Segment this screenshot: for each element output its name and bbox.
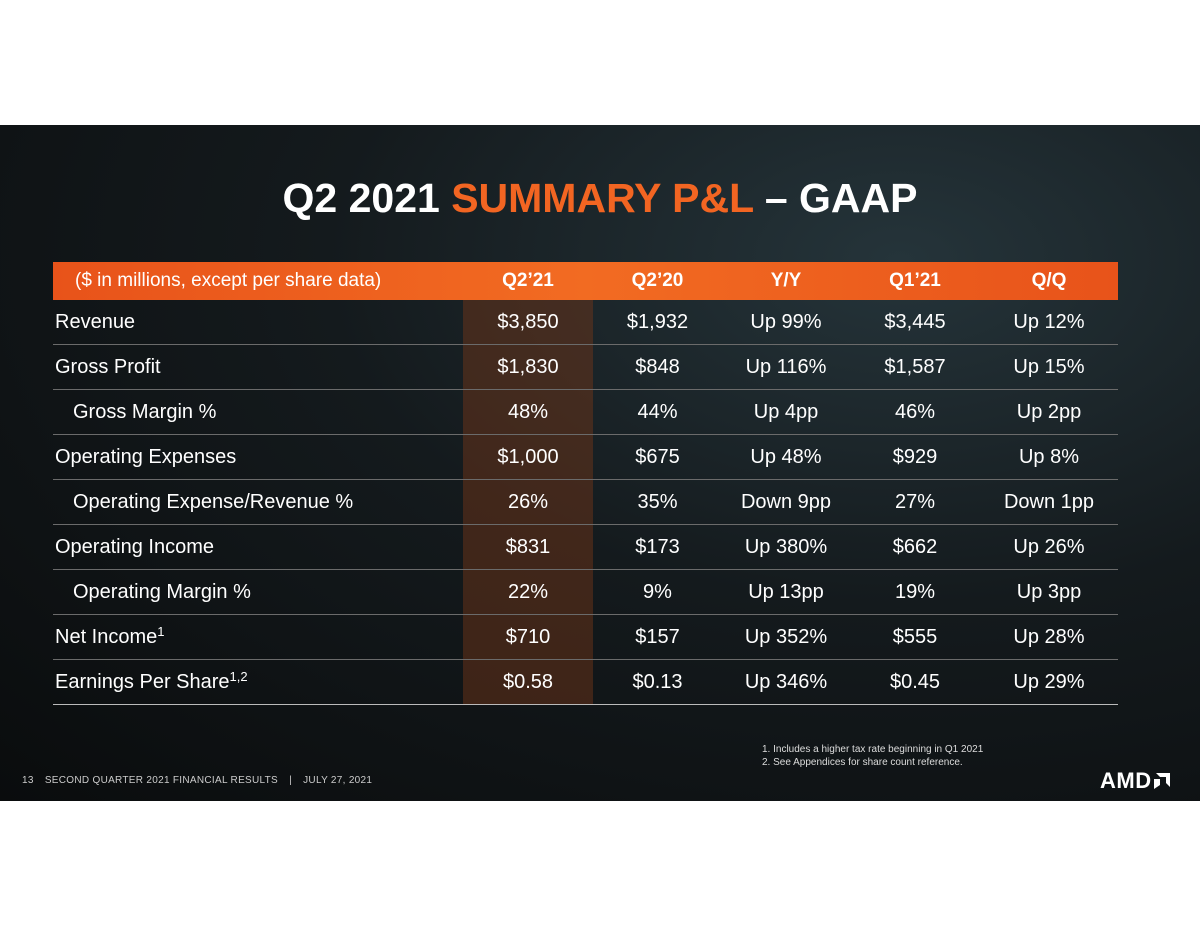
row-label: Revenue: [55, 300, 135, 345]
row-divider: [53, 659, 1118, 660]
logo: AMD: [1100, 768, 1170, 794]
row-label: Net Income1: [55, 615, 165, 660]
table-cell: $710: [505, 626, 551, 648]
row-label-text: Gross Margin %: [73, 401, 217, 423]
header-cell: Q1’21: [889, 270, 941, 291]
row-label: Gross Profit: [55, 345, 161, 390]
row-divider: [53, 479, 1118, 480]
row-label-text: Operating Expense/Revenue %: [73, 491, 354, 513]
table-cell: $1,587: [884, 356, 946, 378]
table-cell: Up 3pp: [1016, 581, 1082, 603]
footer-date: JULY 27, 2021: [303, 775, 373, 786]
header-cell: ($ in millions, except per share data): [75, 270, 382, 291]
table-cell: Up 15%: [1013, 356, 1085, 378]
row-label: Operating Expenses: [55, 435, 236, 480]
row-divider: [53, 344, 1118, 345]
footnote-ref: 1,2: [229, 669, 248, 684]
header-cell: Q2’21: [502, 270, 554, 291]
table-cell: Down 1pp: [1003, 491, 1095, 513]
row-label-text: Earnings Per Share: [55, 671, 230, 693]
header-bar: [53, 262, 1118, 300]
table-cell: Up 12%: [1013, 311, 1085, 333]
table-cell: $848: [635, 356, 680, 378]
table-cell: $1,830: [497, 356, 559, 378]
table-cell: Up 2pp: [1016, 401, 1082, 423]
table-cell: Up 4pp: [753, 401, 819, 423]
footer: 13 SECOND QUARTER 2021 FINANCIAL RESULTS…: [22, 775, 380, 786]
row-divider: [53, 434, 1118, 435]
footnote: 2. See Appendices for share count refere…: [762, 757, 963, 768]
table-cell: 44%: [637, 401, 678, 423]
table-cell: 26%: [507, 491, 549, 513]
table-cell: 35%: [637, 491, 678, 513]
footnote: 1. Includes a higher tax rate beginning …: [762, 744, 984, 755]
page-number: 13: [22, 775, 34, 786]
logo-text: AMD: [1100, 768, 1152, 793]
title-part: Q2 2021: [282, 175, 440, 221]
table-cell: $0.13: [632, 671, 683, 693]
table-cell: 9%: [643, 581, 672, 603]
table-cell: Up 116%: [745, 356, 827, 378]
row-label: Operating Expense/Revenue %: [73, 480, 353, 525]
table-cell: $157: [635, 626, 680, 648]
slide-title: Q2 2021 SUMMARY P&L – GAAP: [0, 175, 1200, 222]
table-cell: Up 26%: [1013, 536, 1085, 558]
row-label: Earnings Per Share1,2: [55, 660, 248, 705]
header-cell: Q2’20: [631, 270, 684, 291]
title-highlight: SUMMARY P&L: [451, 175, 754, 221]
table-cell: $555: [892, 626, 938, 648]
row-label-text: Gross Profit: [55, 356, 161, 378]
table-cell: 48%: [507, 401, 549, 423]
row-label-text: Net Income: [55, 626, 158, 648]
table-cell: $0.45: [889, 671, 941, 693]
table-cell: $1,000: [497, 446, 559, 468]
title-part: – GAAP: [764, 175, 918, 221]
table-cell: 27%: [894, 491, 936, 513]
table-cell: Up 352%: [744, 626, 828, 648]
table-cell: $831: [505, 536, 551, 558]
header-cell: Q/Q: [1031, 270, 1067, 291]
table-cell: $3,850: [497, 311, 559, 333]
row-divider: [53, 614, 1118, 615]
table-cell: Up 99%: [750, 311, 822, 333]
table-cell: 46%: [894, 401, 936, 423]
row-divider: [53, 704, 1118, 705]
table-cell: 22%: [507, 581, 549, 603]
table-cell: $662: [892, 536, 938, 558]
row-label: Gross Margin %: [73, 390, 216, 435]
table-cell: 19%: [894, 581, 936, 603]
table-cell: Up 8%: [1018, 446, 1080, 468]
row-divider: [53, 569, 1118, 570]
row-label-text: Operating Margin %: [73, 581, 251, 603]
table-cell: $929: [892, 446, 938, 468]
row-label-text: Revenue: [55, 311, 136, 333]
table-cell: $3,445: [884, 311, 946, 333]
table-cell: $173: [635, 536, 680, 558]
table-cell: Down 9pp: [740, 491, 832, 513]
table-cell: Up 29%: [1013, 671, 1085, 693]
row-label: Operating Margin %: [73, 570, 251, 615]
footer-separator: |: [289, 775, 293, 786]
logo-arrow: [1153, 773, 1170, 789]
table-cell: Up 380%: [744, 536, 828, 558]
row-label: Operating Income: [55, 525, 214, 570]
row-divider: [53, 389, 1118, 390]
row-label-text: Operating Income: [55, 536, 214, 558]
slide: Q2 2021 SUMMARY P&L – GAAP ($ in million…: [0, 125, 1200, 801]
table-cell: Up 13pp: [748, 581, 824, 603]
table-cell: Up 28%: [1013, 626, 1085, 648]
table-cell: $0.58: [502, 671, 554, 693]
table-cell: $675: [635, 446, 680, 468]
table-cell: Up 346%: [744, 671, 828, 693]
footer-text: SECOND QUARTER 2021 FINANCIAL RESULTS: [44, 775, 279, 786]
column-highlight: [463, 300, 593, 705]
header-cell: Y/Y: [770, 270, 802, 291]
row-label-text: Operating Expenses: [55, 446, 237, 468]
footnote-ref: 1: [157, 624, 165, 639]
row-divider: [53, 524, 1118, 525]
table-cell: $1,932: [626, 311, 689, 333]
table-cell: Up 48%: [750, 446, 822, 468]
